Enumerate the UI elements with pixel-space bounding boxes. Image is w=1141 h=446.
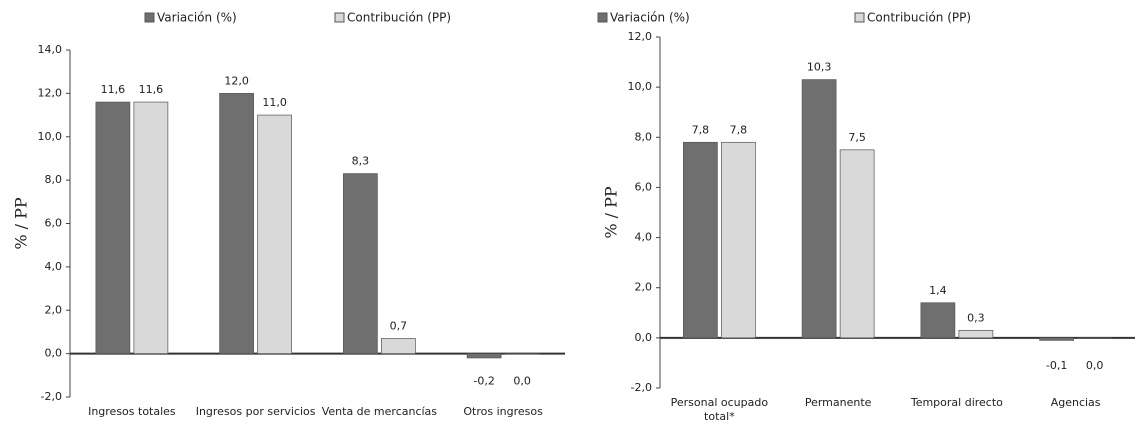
bar bbox=[683, 141, 718, 339]
legend-swatch bbox=[334, 12, 345, 23]
x-label-box: Agencias bbox=[1050, 396, 1101, 409]
x-tick-label: Venta de mercancías bbox=[321, 405, 438, 418]
bar bbox=[504, 353, 540, 355]
y-axis-label: % / PP bbox=[12, 197, 31, 250]
value-label: 8,3 bbox=[352, 155, 370, 168]
y-tick-label: 6,0 bbox=[635, 180, 653, 193]
x-tick-label: Ingresos por servicios bbox=[195, 405, 316, 418]
bar bbox=[95, 101, 131, 354]
x-tick-label: Permanente bbox=[804, 396, 872, 409]
value-label: 1,4 bbox=[929, 284, 947, 297]
y-tick-label: 12,0 bbox=[38, 86, 63, 99]
x-label-box: Otros ingresos bbox=[463, 405, 543, 418]
y-tick-label: 8,0 bbox=[45, 173, 63, 186]
x-label-box: Permanente bbox=[804, 396, 872, 409]
value-label: 0,0 bbox=[1086, 359, 1104, 372]
bar bbox=[257, 114, 292, 354]
value-label: 11,6 bbox=[101, 83, 126, 96]
bar bbox=[219, 93, 254, 354]
x-tick-label: Personal ocupado total* bbox=[670, 396, 769, 423]
x-label-box: Ingresos totales bbox=[88, 405, 176, 418]
value-label: 0,7 bbox=[390, 319, 408, 332]
legend-swatch bbox=[144, 12, 155, 23]
x-label-box: Venta de mercancías bbox=[321, 405, 438, 418]
bar bbox=[133, 101, 169, 354]
value-label: -0,2 bbox=[473, 375, 494, 388]
legend-label: Variación (%) bbox=[610, 11, 690, 25]
bar bbox=[958, 329, 994, 339]
bar bbox=[343, 173, 378, 354]
value-label: 7,5 bbox=[848, 131, 866, 144]
y-tick-label: 4,0 bbox=[635, 231, 653, 244]
bar bbox=[466, 353, 502, 359]
y-tick-label: 8,0 bbox=[635, 130, 653, 143]
y-tick-label: 10,0 bbox=[628, 80, 653, 93]
y-tick-label: 14,0 bbox=[38, 43, 63, 56]
legend-label: Variación (%) bbox=[157, 11, 237, 25]
y-tick-label: 4,0 bbox=[45, 260, 63, 273]
x-label-box: Ingresos por servicios bbox=[195, 405, 316, 418]
value-label: 12,0 bbox=[224, 74, 249, 87]
chart: -2,0 0,0 2,0 4,0 6,0 8,0 10,0 12,0 % / PP Variaci… bbox=[597, 11, 1135, 423]
bar bbox=[381, 338, 416, 354]
bar bbox=[839, 149, 875, 339]
y-tick-label: 2,0 bbox=[45, 303, 63, 316]
chart: -2,0 0,0 2,0 4,0 6,0 8,0 10,0 12,0 14,0 % / PP Var… bbox=[12, 11, 565, 418]
value-label: 11,0 bbox=[262, 96, 287, 109]
value-label: 7,8 bbox=[692, 123, 710, 136]
bar bbox=[920, 302, 956, 339]
value-label: 11,6 bbox=[139, 83, 164, 96]
x-tick-label: Otros ingresos bbox=[463, 405, 543, 418]
y-axis-label: % / PP bbox=[602, 186, 621, 239]
y-tick-label: 6,0 bbox=[45, 217, 63, 230]
x-label-box: Temporal directo bbox=[910, 396, 1003, 409]
y-tick-label: 2,0 bbox=[635, 281, 653, 294]
x-tick-label: Ingresos totales bbox=[88, 405, 176, 418]
bar bbox=[1077, 337, 1112, 339]
value-label: 0,3 bbox=[967, 311, 985, 324]
legend-label: Contribución (PP) bbox=[347, 11, 451, 25]
value-label: -0,1 bbox=[1046, 359, 1067, 372]
bar bbox=[1039, 337, 1074, 341]
bar bbox=[721, 141, 756, 339]
legend-swatch bbox=[597, 12, 608, 23]
y-tick-label: 10,0 bbox=[38, 130, 63, 143]
y-tick-label: 12,0 bbox=[628, 30, 653, 43]
x-label-box: Personal ocupado total* bbox=[670, 396, 769, 423]
y-tick-label: -2,0 bbox=[41, 390, 62, 403]
bar bbox=[801, 79, 837, 339]
x-tick-label: Agencias bbox=[1050, 396, 1101, 409]
value-label: 0,0 bbox=[513, 375, 531, 388]
y-tick-label: -2,0 bbox=[631, 381, 652, 394]
value-label: 7,8 bbox=[730, 123, 748, 136]
y-tick-label: 0,0 bbox=[45, 347, 63, 360]
y-tick-label: 0,0 bbox=[635, 331, 653, 344]
legend-label: Contribución (PP) bbox=[867, 11, 971, 25]
x-tick-label: Temporal directo bbox=[910, 396, 1003, 409]
legend-swatch bbox=[854, 12, 865, 23]
value-label: 10,3 bbox=[807, 61, 832, 74]
